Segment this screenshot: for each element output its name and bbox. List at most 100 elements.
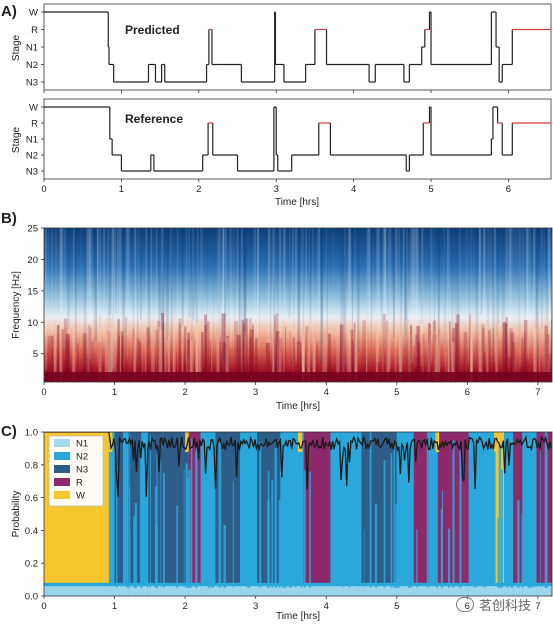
- reference-axes-frame: [43, 98, 552, 180]
- spectrogram-streak: [114, 228, 117, 314]
- spectrogram-streak: [104, 228, 106, 317]
- spectrogram-ylabel: Frequency [Hz]: [11, 271, 22, 339]
- area-intrusion: [289, 432, 291, 588]
- spectrogram-low-freq-streak: [183, 326, 187, 382]
- spectrogram-low-freq-streak: [449, 321, 451, 382]
- spectrogram-low-freq-streak: [321, 327, 324, 382]
- area-intrusion: [309, 471, 311, 588]
- spectrogram-low-freq-streak: [56, 325, 60, 382]
- spectrogram-streak: [125, 228, 128, 360]
- spectrogram-streak: [200, 228, 203, 353]
- spectrogram-low-freq-streak: [524, 319, 528, 382]
- ytick-label-n3: N3: [26, 167, 38, 178]
- spectrogram-streak: [534, 228, 538, 329]
- spectrogram-streak: [547, 228, 549, 360]
- spectrogram-streak: [148, 228, 151, 348]
- spectrogram-streak: [458, 228, 461, 318]
- area-w: [494, 432, 499, 452]
- spectrogram-low-freq-streak: [354, 341, 356, 382]
- spectrogram-streak: [496, 228, 499, 364]
- spectrogram-streak: [221, 228, 224, 349]
- spectrogram-streak: [240, 228, 243, 373]
- area-intrusion: [284, 435, 286, 588]
- spectrogram-streak: [421, 228, 423, 323]
- spectrogram-low-freq-streak: [336, 331, 340, 382]
- xtick-label-5: 5: [394, 601, 399, 612]
- spectrogram-streak: [348, 228, 351, 351]
- spectrogram-streak: [278, 228, 282, 376]
- spectrogram-streak: [88, 228, 91, 360]
- area-n1: [44, 586, 110, 596]
- spectrogram-low-freq-streak: [353, 343, 356, 382]
- spectrogram-low-freq-streak: [365, 313, 368, 382]
- spectrogram-low-freq-streak: [422, 333, 425, 382]
- spectrogram-streak: [119, 228, 121, 326]
- spectrogram-streak: [349, 228, 352, 323]
- xtick-label-3: 3: [274, 184, 279, 195]
- spectrogram-streak: [133, 228, 137, 380]
- spectrogram-low-freq-streak: [505, 323, 508, 382]
- spectrogram-low-freq-streak: [510, 332, 515, 382]
- area-intrusion: [535, 452, 537, 588]
- spectrogram-low-freq-streak: [386, 331, 390, 382]
- spectrogram-streak: [392, 228, 396, 338]
- spectrogram-low-freq-streak: [121, 335, 124, 382]
- spectrogram-streak: [269, 228, 271, 342]
- spectrogram-streak: [383, 228, 387, 339]
- area-intrusion: [540, 451, 541, 588]
- area-n1: [413, 586, 430, 596]
- spectrogram-streak: [509, 228, 512, 360]
- area-intrusion: [303, 470, 306, 588]
- spectrogram-low-freq-streak: [210, 314, 213, 382]
- area-intrusion: [294, 503, 297, 588]
- spectrogram: Frequency [Hz] Time [hrs] 5 10 15 20 25 0 1 2 3 4…: [11, 224, 553, 412]
- spectrogram-low-freq-streak: [61, 329, 63, 382]
- spectrogram-streak: [150, 228, 153, 334]
- spectrogram-low-freq-streak: [463, 331, 468, 382]
- spectrogram-streak: [59, 228, 63, 313]
- spectrogram-low-freq-streak: [316, 342, 318, 382]
- spectrogram-streak: [165, 228, 169, 341]
- spectrogram-low-freq-streak: [446, 332, 451, 382]
- spectrogram-streak: [222, 228, 226, 370]
- spectrogram-streak: [526, 228, 529, 359]
- spectrogram-low-freq-streak: [198, 336, 203, 382]
- spectrogram-streak: [114, 228, 116, 342]
- ytick-label-n2: N2: [26, 60, 38, 71]
- spectrogram-low-freq-streak: [144, 336, 147, 382]
- spectrogram-streak: [169, 228, 171, 322]
- spectrogram-streak: [224, 228, 227, 368]
- spectrogram-low-freq-streak: [435, 322, 439, 382]
- spectrogram-low-freq-streak: [236, 334, 241, 382]
- spectrogram-streak: [256, 228, 260, 348]
- area-n2: [504, 432, 514, 583]
- spectrogram-streak: [145, 228, 148, 315]
- spectrogram-low-freq-streak: [488, 330, 491, 382]
- spectrogram-streak: [97, 228, 99, 340]
- ytick-label-0.4: 0.4: [25, 526, 38, 537]
- spectrogram-low-freq-streak: [110, 318, 114, 382]
- spectrogram-low-freq-streak: [65, 333, 70, 382]
- area-intrusion: [452, 440, 455, 588]
- spectrogram-low-freq-streak: [547, 338, 550, 382]
- spectrogram-streak: [376, 228, 380, 363]
- spectrogram-low-freq-streak: [146, 327, 150, 382]
- spectrogram-low-freq-streak: [189, 340, 193, 382]
- spectrogram-low-freq-streak: [205, 324, 207, 382]
- spectrogram-streak: [112, 228, 115, 380]
- spectrogram-low-freq-streak: [346, 324, 351, 382]
- spectrogram-low-freq-streak: [252, 324, 254, 382]
- spectrogram-streak: [201, 228, 203, 357]
- spectrogram-streak: [295, 228, 298, 362]
- legend-swatch-n1: [54, 439, 70, 447]
- spectrogram-streak: [388, 228, 392, 369]
- spectrogram-low-freq-streak: [272, 343, 274, 382]
- area-intrusion: [498, 444, 502, 588]
- spectrogram-low-freq-streak: [151, 318, 155, 382]
- spectrogram-streak: [444, 228, 446, 346]
- area-intrusion: [155, 524, 158, 588]
- spectrogram-low-freq-streak: [451, 342, 455, 382]
- ytick-label-w: W: [29, 103, 38, 114]
- spectrogram-low-freq-streak: [451, 341, 454, 382]
- spectrogram-low-freq-streak: [178, 318, 182, 382]
